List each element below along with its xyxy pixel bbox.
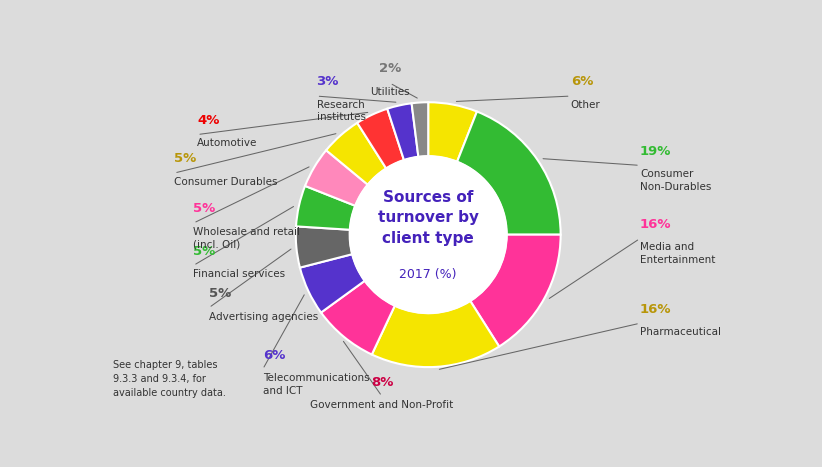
Text: 5%: 5%: [174, 152, 196, 165]
Text: Consumer Durables: Consumer Durables: [174, 177, 278, 187]
Text: 2017 (%): 2017 (%): [399, 268, 457, 281]
Text: 16%: 16%: [640, 218, 672, 231]
Wedge shape: [305, 150, 367, 206]
Wedge shape: [412, 102, 428, 157]
Text: Consumer
Non-Durables: Consumer Non-Durables: [640, 169, 711, 191]
Text: 6%: 6%: [570, 75, 593, 88]
Text: Other: Other: [570, 100, 600, 110]
Text: 8%: 8%: [371, 375, 393, 389]
Text: Research
institutes: Research institutes: [316, 100, 366, 122]
Text: 19%: 19%: [640, 145, 672, 158]
Wedge shape: [387, 103, 418, 160]
Wedge shape: [296, 186, 355, 230]
Text: 16%: 16%: [640, 303, 672, 316]
Text: 2%: 2%: [379, 62, 401, 75]
Wedge shape: [296, 226, 352, 268]
Text: 5%: 5%: [193, 202, 215, 215]
Wedge shape: [321, 281, 395, 354]
Text: 3%: 3%: [316, 75, 339, 88]
Wedge shape: [457, 112, 561, 235]
Text: Utilities: Utilities: [370, 87, 409, 97]
Text: 5%: 5%: [193, 245, 215, 258]
Text: Pharmaceutical: Pharmaceutical: [640, 327, 721, 337]
Text: Telecommunications
and ICT: Telecommunications and ICT: [263, 373, 369, 396]
Wedge shape: [326, 123, 386, 184]
Text: Automotive: Automotive: [197, 138, 257, 149]
Wedge shape: [358, 109, 404, 169]
Text: Government and Non-Profit: Government and Non-Profit: [311, 400, 454, 410]
Text: 5%: 5%: [209, 287, 231, 300]
Text: See chapter 9, tables
9.3.3 and 9.3.4, for
available country data.: See chapter 9, tables 9.3.3 and 9.3.4, f…: [113, 360, 225, 398]
Text: Media and
Entertainment: Media and Entertainment: [640, 242, 715, 265]
Wedge shape: [372, 301, 499, 367]
Circle shape: [349, 156, 506, 313]
Wedge shape: [470, 235, 561, 347]
Wedge shape: [428, 102, 477, 162]
Text: Sources of
turnover by
client type: Sources of turnover by client type: [377, 190, 478, 246]
Wedge shape: [300, 254, 365, 312]
Text: Wholesale and retail
(incl. Oil): Wholesale and retail (incl. Oil): [193, 227, 300, 249]
Text: Advertising agencies: Advertising agencies: [209, 311, 318, 322]
Text: 6%: 6%: [263, 349, 285, 362]
Text: 4%: 4%: [197, 114, 219, 127]
Text: Financial services: Financial services: [193, 269, 285, 279]
